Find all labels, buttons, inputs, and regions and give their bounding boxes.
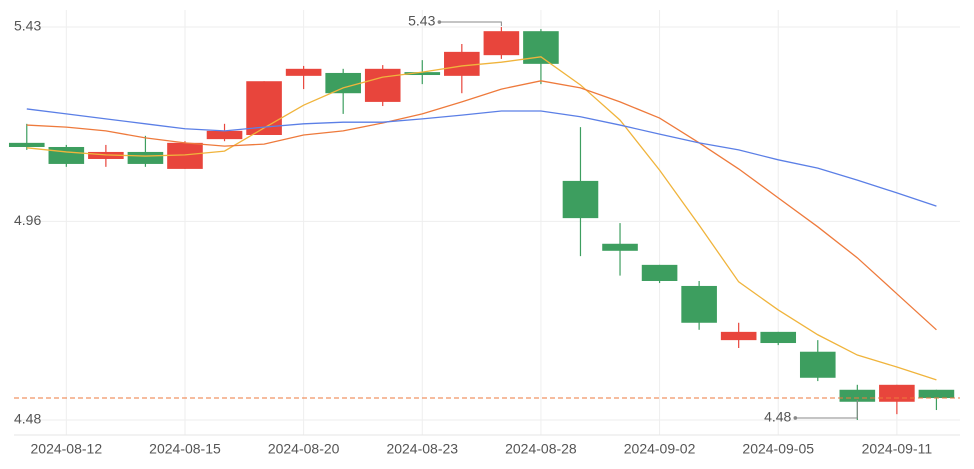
candle-body — [444, 51, 480, 76]
x-tick-label: 2024-09-05 — [742, 441, 814, 457]
candle-body — [641, 264, 678, 281]
max-dot — [437, 20, 442, 24]
candle-body — [918, 389, 955, 399]
candle-body — [48, 146, 85, 164]
candle-body — [364, 68, 401, 102]
candle-body — [760, 331, 797, 344]
min-dot — [793, 416, 798, 420]
max-pointer — [439, 21, 502, 27]
x-tick-label: 2024-08-12 — [31, 441, 103, 457]
candle-body — [483, 31, 520, 56]
candle-body — [127, 151, 164, 164]
candle-body — [167, 142, 203, 169]
x-tick-label: 2024-08-20 — [268, 441, 340, 457]
candle-body — [839, 389, 876, 402]
y-tick-label: 5.43 — [14, 18, 41, 34]
candle-body — [8, 142, 45, 147]
moving-average-line — [26, 80, 937, 331]
y-tick-label: 4.48 — [14, 411, 41, 427]
min-label: 4.48 — [764, 409, 791, 425]
max-label: 5.43 — [408, 13, 435, 29]
candle-body — [325, 72, 361, 94]
candle-body — [879, 384, 915, 402]
min-pointer — [795, 399, 858, 419]
candle-body — [404, 72, 441, 76]
candle-body — [799, 351, 836, 378]
candle-body — [285, 68, 322, 76]
x-tick-label: 2024-08-15 — [149, 441, 221, 457]
y-tick-label: 4.96 — [14, 212, 41, 228]
x-tick-label: 2024-08-23 — [386, 441, 458, 457]
candle-body — [206, 130, 243, 140]
candle-body — [681, 285, 717, 323]
x-tick-label: 2024-09-02 — [624, 441, 696, 457]
candle-body — [562, 180, 599, 219]
moving-average-line — [26, 56, 937, 381]
x-tick-label: 2024-09-11 — [862, 441, 933, 457]
moving-average-line — [26, 108, 937, 207]
candle-body — [720, 331, 757, 341]
x-tick-label: 2024-08-28 — [505, 441, 577, 457]
candle-body — [602, 243, 638, 251]
